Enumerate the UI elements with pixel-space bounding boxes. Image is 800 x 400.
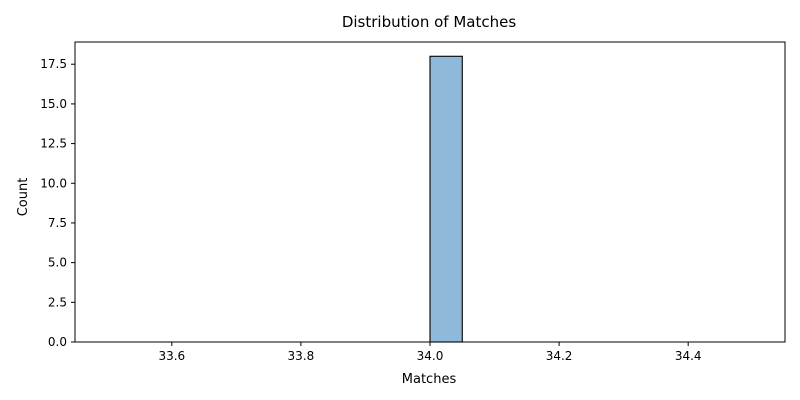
y-tick-label-2: 5.0 <box>48 256 67 270</box>
chart-title: Distribution of Matches <box>342 13 517 31</box>
x-axis-label: Matches <box>402 372 457 387</box>
y-tick-label-4: 10.0 <box>40 176 67 190</box>
histogram-bar-10 <box>429 55 463 343</box>
x-axis-ticks: 33.6 33.8 34.0 34.2 34.4 <box>158 342 702 363</box>
x-tick-label-4: 34.4 <box>675 349 702 363</box>
y-tick-label-1: 2.5 <box>48 295 67 309</box>
y-tick-label-3: 7.5 <box>48 216 67 230</box>
y-tick-label-5: 12.5 <box>40 137 67 151</box>
x-tick-label-2: 34.0 <box>417 349 444 363</box>
y-tick-label-6: 15.0 <box>40 97 67 111</box>
x-tick-label-0: 33.6 <box>158 349 185 363</box>
y-axis-label: Count <box>16 178 31 217</box>
y-tick-label-7: 17.5 <box>40 57 67 71</box>
y-axis-ticks: 0.0 2.5 5.0 7.5 10.0 12.5 15.0 17.5 <box>40 57 75 349</box>
x-tick-label-1: 33.8 <box>288 349 315 363</box>
plot-bars <box>429 55 463 343</box>
y-tick-label-0: 0.0 <box>48 335 67 349</box>
x-tick-label-3: 34.2 <box>546 349 573 363</box>
